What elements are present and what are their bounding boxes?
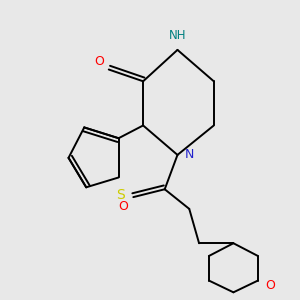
Text: S: S — [116, 188, 125, 202]
Text: O: O — [94, 55, 104, 68]
Text: N: N — [184, 148, 194, 161]
Text: O: O — [118, 200, 128, 213]
Text: O: O — [265, 279, 275, 292]
Text: NH: NH — [169, 29, 186, 42]
